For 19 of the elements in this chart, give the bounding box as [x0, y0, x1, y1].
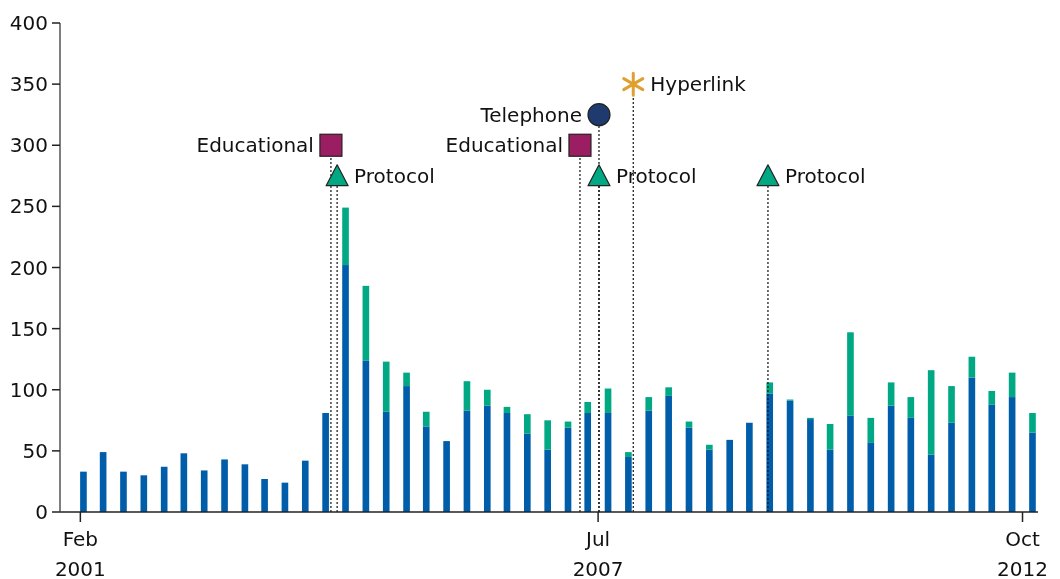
text: Protocol — [784, 163, 866, 188]
y-tick-label: 0 — [35, 500, 48, 524]
x-tick-label: Feb 2001 — [54, 527, 106, 579]
legend-label: Hyperlink — [650, 72, 747, 97]
y-tick-label: 400 — [9, 11, 48, 35]
y-tick-label: 200 — [9, 255, 48, 280]
series-label: Protocol — [354, 163, 435, 188]
series-label: Telephone — [479, 102, 582, 127]
x-tick-label: Jul 2007 — [572, 527, 624, 579]
y-tick-label: 250 — [9, 194, 48, 219]
y-tick-label: 150 — [9, 316, 48, 341]
y-tick-label: 300 — [9, 133, 48, 158]
y-tick-label: 100 — [9, 377, 48, 402]
x-tick-label: Oct 2012 — [997, 527, 1048, 579]
text: Educational — [445, 133, 563, 158]
series-label: Educational — [196, 133, 314, 158]
text: Protocol — [615, 163, 697, 188]
y-tick-label: 350 — [9, 72, 48, 97]
y-tick-label: 50 — [22, 438, 48, 463]
